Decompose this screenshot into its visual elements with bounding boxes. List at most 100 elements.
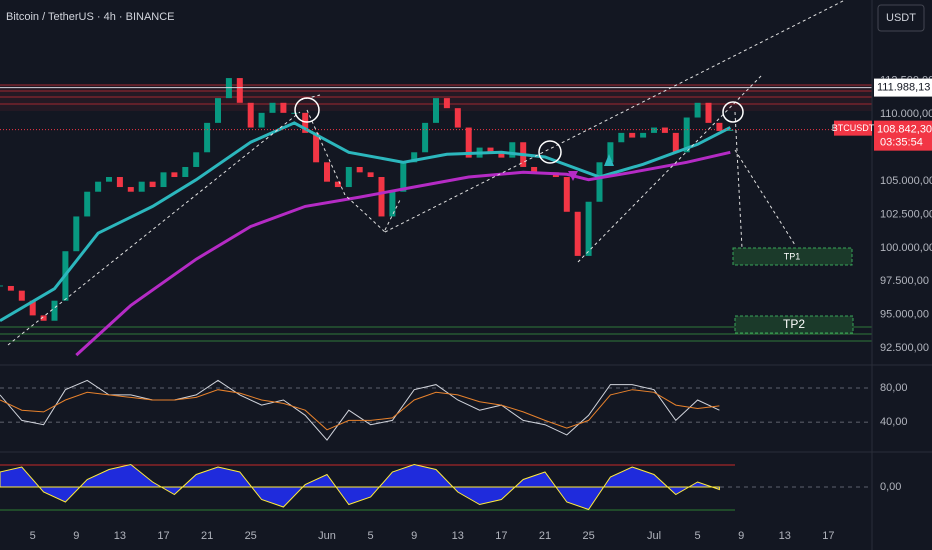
candle [29,300,36,316]
candle [661,127,668,133]
x-tick-label: 13 [779,530,791,542]
x-tick-label: 25 [582,530,594,542]
candle [313,132,320,163]
highlight-circle [722,101,744,123]
candle [378,177,385,217]
candle [433,98,439,123]
candle [389,191,396,217]
candle [465,127,472,158]
signal-down [568,171,578,181]
x-tick-label: 21 [201,530,213,542]
target-label: TP1 [784,251,801,261]
x-tick-label: 9 [738,530,744,542]
candle [563,177,570,212]
candle [651,127,657,133]
highlight-circle [294,97,320,123]
chart-title: Bitcoin / TetherUS · 4h · BINANCE [6,11,175,23]
candle [716,122,723,131]
price-label: 111.988,13 [877,81,930,93]
candle [106,177,112,182]
last-price-box [874,120,932,151]
candle [607,142,614,163]
x-tick-label: 9 [73,530,79,542]
axes: 112.500,00110.000,00105.000,00102.500,00… [30,75,932,542]
plot [0,78,872,511]
candle [683,117,690,153]
trend-line [577,74,763,263]
candle [487,147,494,153]
trend-line [306,109,386,233]
x-tick-label: 5 [30,530,36,542]
candle [291,112,298,114]
currency-button[interactable] [877,4,925,32]
oscillator-line [0,389,720,431]
x-tick-label: Jul [647,530,661,542]
countdown: 03:35:54 [880,137,923,149]
candle [324,162,330,182]
x-tick-label: 5 [695,530,701,542]
target-label: TP2 [783,317,805,331]
candle [204,122,211,153]
candle [280,102,287,113]
signal-up [604,154,614,166]
candle [454,108,461,128]
candle [225,78,232,99]
candle [127,187,134,192]
y-tick-label: 110.000,00 [880,108,932,120]
x-tick-label: 25 [245,530,257,542]
symbol-box [834,120,872,136]
y-tick-label: 92.500,00 [880,342,929,354]
candle [269,102,276,113]
candle [596,162,603,202]
candle [116,177,123,188]
currency-label[interactable]: USDT [886,12,916,24]
candle [334,181,341,188]
y-tick-label: 100.000,00 [880,242,932,254]
y-tick-label: 0,00 [880,481,901,493]
y-tick-label: 97.500,00 [880,275,929,287]
candle [73,216,80,252]
candle [171,172,178,178]
candle [443,98,450,109]
y-tick-label: 40,00 [880,416,908,428]
price-box [874,78,932,97]
candle [727,129,734,131]
candle [574,211,581,256]
x-tick-label: Jun [318,530,336,542]
x-tick-label: 17 [495,530,507,542]
oscillator-area [0,463,720,511]
x-tick-label: 5 [368,530,374,542]
x-tick-label: 21 [539,530,551,542]
candle [182,166,189,178]
candle [356,166,363,173]
candle [7,285,14,291]
y-tick-label: 80,00 [880,382,908,394]
candle [411,152,418,163]
candle [618,132,625,143]
candle [40,315,47,321]
moving-average [75,150,731,357]
candle [629,132,636,138]
candle [640,132,647,138]
candle [302,112,309,133]
candle [345,166,352,188]
candle [694,102,701,118]
candle [400,162,407,192]
candle [531,166,538,173]
y-tick-label: 105.000,00 [880,175,932,187]
candle [247,102,254,128]
candle [509,142,516,158]
candle [51,300,58,321]
candle [149,181,156,188]
x-tick-label: 17 [822,530,834,542]
drawings [7,0,846,346]
moving-average [0,121,731,322]
y-tick-label: 102.500,00 [880,208,932,220]
candle [705,102,712,123]
trend-line [384,0,846,233]
candle [193,152,200,167]
candle [585,201,592,256]
x-tick-label: 13 [114,530,126,542]
